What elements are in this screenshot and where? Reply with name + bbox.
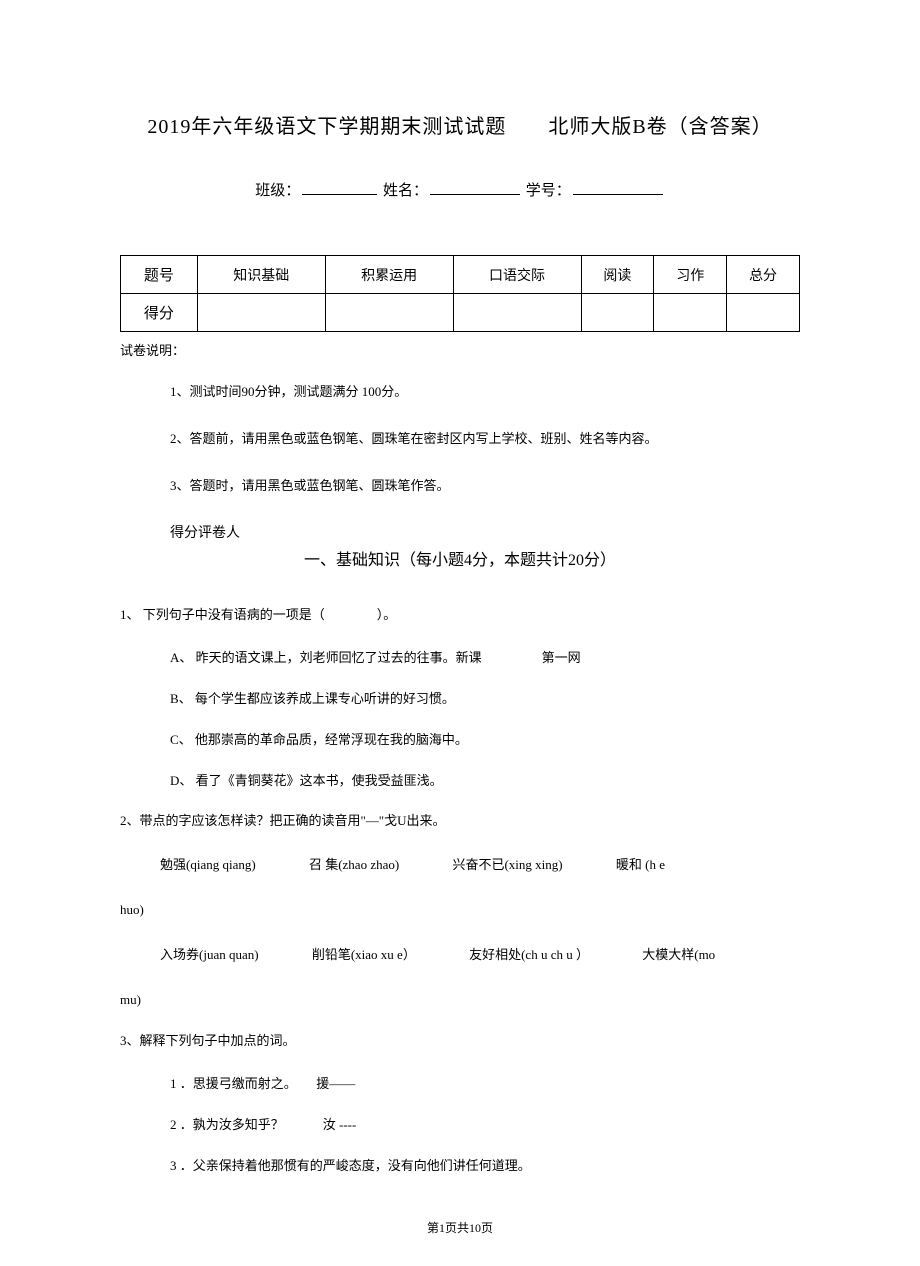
pinyin-tail: huo) bbox=[120, 900, 800, 920]
score-table: 题号 知识基础 积累运用 口语交际 阅读 习作 总分 得分 bbox=[120, 255, 800, 332]
table-row: 得分 bbox=[121, 294, 800, 332]
header-cell: 习作 bbox=[654, 256, 727, 294]
score-cell[interactable] bbox=[197, 294, 325, 332]
header-cell: 阅读 bbox=[581, 256, 654, 294]
header-cell: 口语交际 bbox=[453, 256, 581, 294]
score-cell[interactable] bbox=[453, 294, 581, 332]
name-label: 姓名： bbox=[383, 183, 428, 199]
section-title: 一、基础知识（每小题4分，本题共计20分） bbox=[120, 546, 800, 570]
header-cell: 知识基础 bbox=[197, 256, 325, 294]
question-1: 1、 下列句子中没有语病的一项是（ ）。 bbox=[120, 605, 800, 625]
page-footer: 第1页共10页 bbox=[0, 1219, 920, 1236]
note-item: 1、测试时间90分钟，测试题满分 100分。 bbox=[170, 381, 800, 400]
header-cell: 积累运用 bbox=[325, 256, 453, 294]
question-3: 3、解释下列句子中加点的词。 bbox=[120, 1031, 800, 1051]
score-cell[interactable] bbox=[581, 294, 654, 332]
sub-item: 2 ．孰为汝多知乎？ 汝 ---- bbox=[170, 1114, 800, 1133]
sub-item: 1 ．思援弓缴而射之。 援—— bbox=[170, 1073, 800, 1092]
class-blank[interactable] bbox=[302, 180, 377, 195]
pinyin-item: 大模大样(mo bbox=[642, 942, 715, 968]
header-cell: 题号 bbox=[121, 256, 198, 294]
table-row: 题号 知识基础 积累运用 口语交际 阅读 习作 总分 bbox=[121, 256, 800, 294]
notes-label: 试卷说明： bbox=[120, 340, 800, 359]
name-blank[interactable] bbox=[430, 180, 520, 195]
header-cell: 总分 bbox=[727, 256, 800, 294]
score-label-cell: 得分 bbox=[121, 294, 198, 332]
pinyin-item: 暖和 (h e bbox=[616, 852, 665, 878]
exam-title: 2019年六年级语文下学期期末测试试题 北师大版B卷（含答案） bbox=[120, 110, 800, 139]
option-b: B、 每个学生都应该养成上课专心听讲的好习惯。 bbox=[170, 688, 800, 707]
option-extra: 第一网 bbox=[542, 650, 581, 665]
pinyin-tail: mu) bbox=[120, 990, 800, 1010]
note-item: 2、答题前，请用黑色或蓝色钢笔、圆珠笔在密封区内写上学校、班别、姓名等内容。 bbox=[170, 428, 800, 447]
evaluator-label: 得分评卷人 bbox=[170, 522, 800, 542]
question-2: 2、带点的字应该怎样读？把正确的读音用"—"戈U出来。 bbox=[120, 811, 800, 831]
score-cell[interactable] bbox=[654, 294, 727, 332]
pinyin-item: 勉强(qiang qiang) bbox=[160, 852, 256, 878]
class-label: 班级： bbox=[255, 183, 300, 199]
pinyin-item: 削铅笔(xiao xu e） bbox=[312, 942, 416, 968]
option-c: C、 他那崇高的革命品质，经常浮现在我的脑海中。 bbox=[170, 729, 800, 748]
option-text: A、 昨天的语文课上，刘老师回忆了过去的往事。新课 bbox=[170, 650, 482, 665]
student-info: 班级： 姓名： 学号： bbox=[120, 179, 800, 200]
id-blank[interactable] bbox=[573, 180, 663, 195]
option-d: D、 看了《青铜葵花》这本书，使我受益匪浅。 bbox=[170, 770, 800, 789]
score-cell[interactable] bbox=[727, 294, 800, 332]
option-a: A、 昨天的语文课上，刘老师回忆了过去的往事。新课 第一网 bbox=[170, 647, 800, 666]
pinyin-item: 召 集(zhao zhao) bbox=[309, 852, 399, 878]
pinyin-item: 友好相处(ch u ch u ） bbox=[469, 942, 589, 968]
sub-item: 3 ．父亲保持着他那惯有的严峻态度，没有向他们讲任何道理。 bbox=[170, 1155, 800, 1174]
pinyin-item: 兴奋不已(xing xing) bbox=[452, 852, 562, 878]
pinyin-item: 入场券(juan quan) bbox=[160, 942, 259, 968]
pinyin-row: 勉强(qiang qiang) 召 集(zhao zhao) 兴奋不已(xing… bbox=[160, 852, 800, 878]
score-cell[interactable] bbox=[325, 294, 453, 332]
pinyin-row: 入场券(juan quan) 削铅笔(xiao xu e） 友好相处(ch u … bbox=[160, 942, 800, 968]
note-item: 3、答题时，请用黑色或蓝色钢笔、圆珠笔作答。 bbox=[170, 475, 800, 494]
id-label: 学号： bbox=[526, 183, 571, 199]
